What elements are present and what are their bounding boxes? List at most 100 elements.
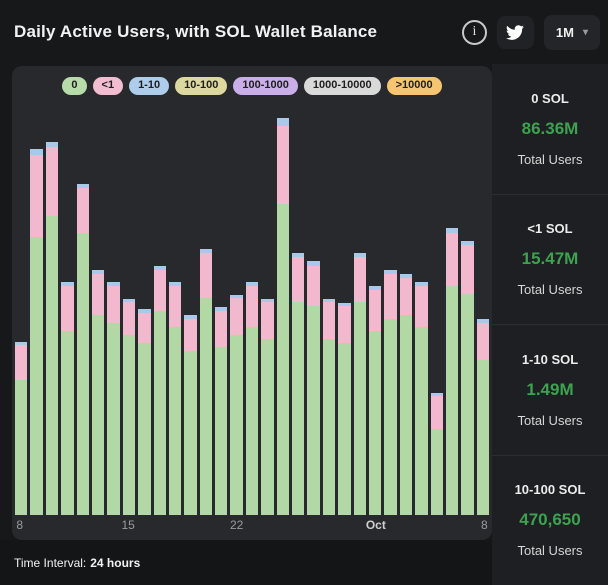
stat-sublabel: Total Users [517, 412, 583, 428]
stacked-bar-day-24[interactable] [368, 106, 382, 515]
stacked-bar-day-25[interactable] [384, 106, 397, 515]
bar-segment-0-SOL [476, 359, 490, 515]
legend-pill-10-100[interactable]: 10-100 [175, 77, 228, 95]
bar-segment-0-SOL [415, 326, 428, 515]
bar-segment-0-SOL [445, 285, 459, 515]
stat-panel-0-SOL[interactable]: 0 SOL 86.36M Total Users [492, 64, 608, 195]
bar-segment-1-10-SOL [353, 253, 366, 258]
stacked-bar-day-14[interactable] [215, 106, 228, 515]
bar-segment-0-SOL [430, 429, 443, 515]
bar-segment-<1-SOL [30, 155, 43, 237]
stat-label: 10-100 SOL [514, 482, 586, 498]
info-button[interactable]: i [461, 19, 487, 45]
bar-segment-<1-SOL [368, 290, 382, 331]
time-range-value: 1M [555, 24, 574, 40]
chart-legend: 0 <1 1-10 10-100 100-1000 1000-10000 >10000 [12, 66, 492, 100]
stacked-bar-day-5[interactable] [76, 106, 89, 515]
page-title: Daily Active Users, with SOL Wallet Bala… [14, 22, 378, 41]
stacked-bar-day-20[interactable] [307, 106, 320, 515]
stacked-bar-day-27[interactable] [415, 106, 428, 515]
stat-label: <1 SOL [527, 221, 573, 237]
bar-segment-<1-SOL [476, 322, 490, 360]
x-tick-8: 8 [480, 518, 488, 532]
stacked-bar-day-7[interactable] [107, 106, 120, 515]
bar-segment-<1-SOL [45, 146, 59, 217]
stat-panel-10-100-SOL[interactable]: 10-100 SOL 470,650 Total Users [492, 456, 608, 585]
stacked-bar-day-18[interactable] [276, 106, 290, 515]
bar-segment-<1-SOL [307, 265, 320, 307]
legend-pill-<1[interactable]: <1 [92, 77, 124, 95]
bar-segment-<1-SOL [184, 318, 197, 352]
bar-segment-1-10-SOL [338, 303, 351, 307]
bar-segment-0-SOL [168, 326, 182, 515]
legend-pill-0[interactable]: 0 [62, 77, 87, 95]
bar-segment-0-SOL [353, 302, 366, 515]
legend-pill-1000-10000[interactable]: 1000-10000 [303, 77, 381, 95]
stacked-bar-day-1[interactable] [15, 106, 28, 515]
stat-panel-1-10-SOL[interactable]: 1-10 SOL 1.49M Total Users [492, 325, 608, 456]
stacked-bar-day-16[interactable] [245, 106, 259, 515]
bar-segment-<1-SOL [15, 345, 28, 381]
bar-segment-1-10-SOL [322, 298, 336, 303]
bar-segment-1-10-SOL [476, 319, 490, 323]
bar-segment-0-SOL [368, 330, 382, 515]
header-actions: i 1M ▾ [461, 14, 600, 50]
stacked-bar-day-11[interactable] [168, 106, 182, 515]
bar-segment-1-10-SOL [184, 315, 197, 319]
stat-panel-<1-SOL[interactable]: <1 SOL 15.47M Total Users [492, 195, 608, 325]
bar-segment-1-10-SOL [430, 393, 443, 397]
bar-segment-0-SOL [199, 298, 213, 515]
stacked-bar-day-21[interactable] [322, 106, 336, 515]
stacked-bar-day-26[interactable] [399, 106, 413, 515]
stacked-bar-day-3[interactable] [45, 106, 59, 515]
bar-segment-0-SOL [230, 335, 243, 515]
stacked-bar-day-22[interactable] [338, 106, 351, 515]
stacked-bar-day-12[interactable] [184, 106, 197, 515]
stacked-bar-day-8[interactable] [122, 106, 136, 515]
bar-segment-0-SOL [184, 351, 197, 515]
bar-segment-1-10-SOL [368, 286, 382, 291]
bar-segment-<1-SOL [276, 126, 290, 205]
bar-segment-1-10-SOL [91, 270, 105, 274]
legend-pill-1-10[interactable]: 1-10 [129, 77, 170, 95]
stacked-bar-day-30[interactable] [461, 106, 474, 515]
bar-segment-1-10-SOL [445, 227, 459, 233]
stacked-bar-day-6[interactable] [91, 106, 105, 515]
bar-segment-1-10-SOL [245, 282, 259, 286]
bar-segment-1-10-SOL [45, 142, 59, 147]
legend-pill->10000[interactable]: >10000 [386, 77, 442, 95]
bar-segment-<1-SOL [245, 285, 259, 327]
stacked-bar-day-29[interactable] [445, 106, 459, 515]
stacked-bar-day-28[interactable] [430, 106, 443, 515]
bar-segment-0-SOL [215, 347, 228, 515]
time-range-dropdown[interactable]: 1M ▾ [543, 14, 600, 50]
bar-segment-1-10-SOL [138, 309, 151, 313]
twitter-button[interactable] [496, 15, 534, 49]
bar-segment-<1-SOL [415, 285, 428, 327]
stacked-bar-day-23[interactable] [353, 106, 366, 515]
stacked-bar-day-17[interactable] [261, 106, 274, 515]
stacked-bar-day-13[interactable] [199, 106, 213, 515]
bar-segment-<1-SOL [461, 245, 474, 295]
bar-segment-<1-SOL [199, 253, 213, 299]
bar-segment-<1-SOL [107, 285, 120, 323]
stacked-bar-day-19[interactable] [292, 106, 305, 515]
stacked-bar-day-10[interactable] [153, 106, 166, 515]
x-tick-15: 15 [121, 518, 135, 532]
legend-pill-100-1000[interactable]: 100-1000 [233, 77, 298, 95]
bar-segment-0-SOL [292, 302, 305, 515]
stacked-bar-day-15[interactable] [230, 106, 243, 515]
stat-value: 86.36M [521, 118, 579, 138]
bar-segment-<1-SOL [91, 273, 105, 315]
stacked-bar-day-31[interactable] [476, 106, 490, 515]
stacked-bar-day-4[interactable] [61, 106, 74, 515]
bar-segment-<1-SOL [76, 187, 89, 233]
stacked-bar-day-2[interactable] [30, 106, 43, 515]
bar-segment-1-10-SOL [261, 299, 274, 303]
bar-segment-<1-SOL [230, 298, 243, 336]
bar-segment-0-SOL [138, 343, 151, 515]
stacked-bar-day-9[interactable] [138, 106, 151, 515]
bar-segment-<1-SOL [215, 310, 228, 348]
bar-segment-<1-SOL [153, 269, 166, 311]
